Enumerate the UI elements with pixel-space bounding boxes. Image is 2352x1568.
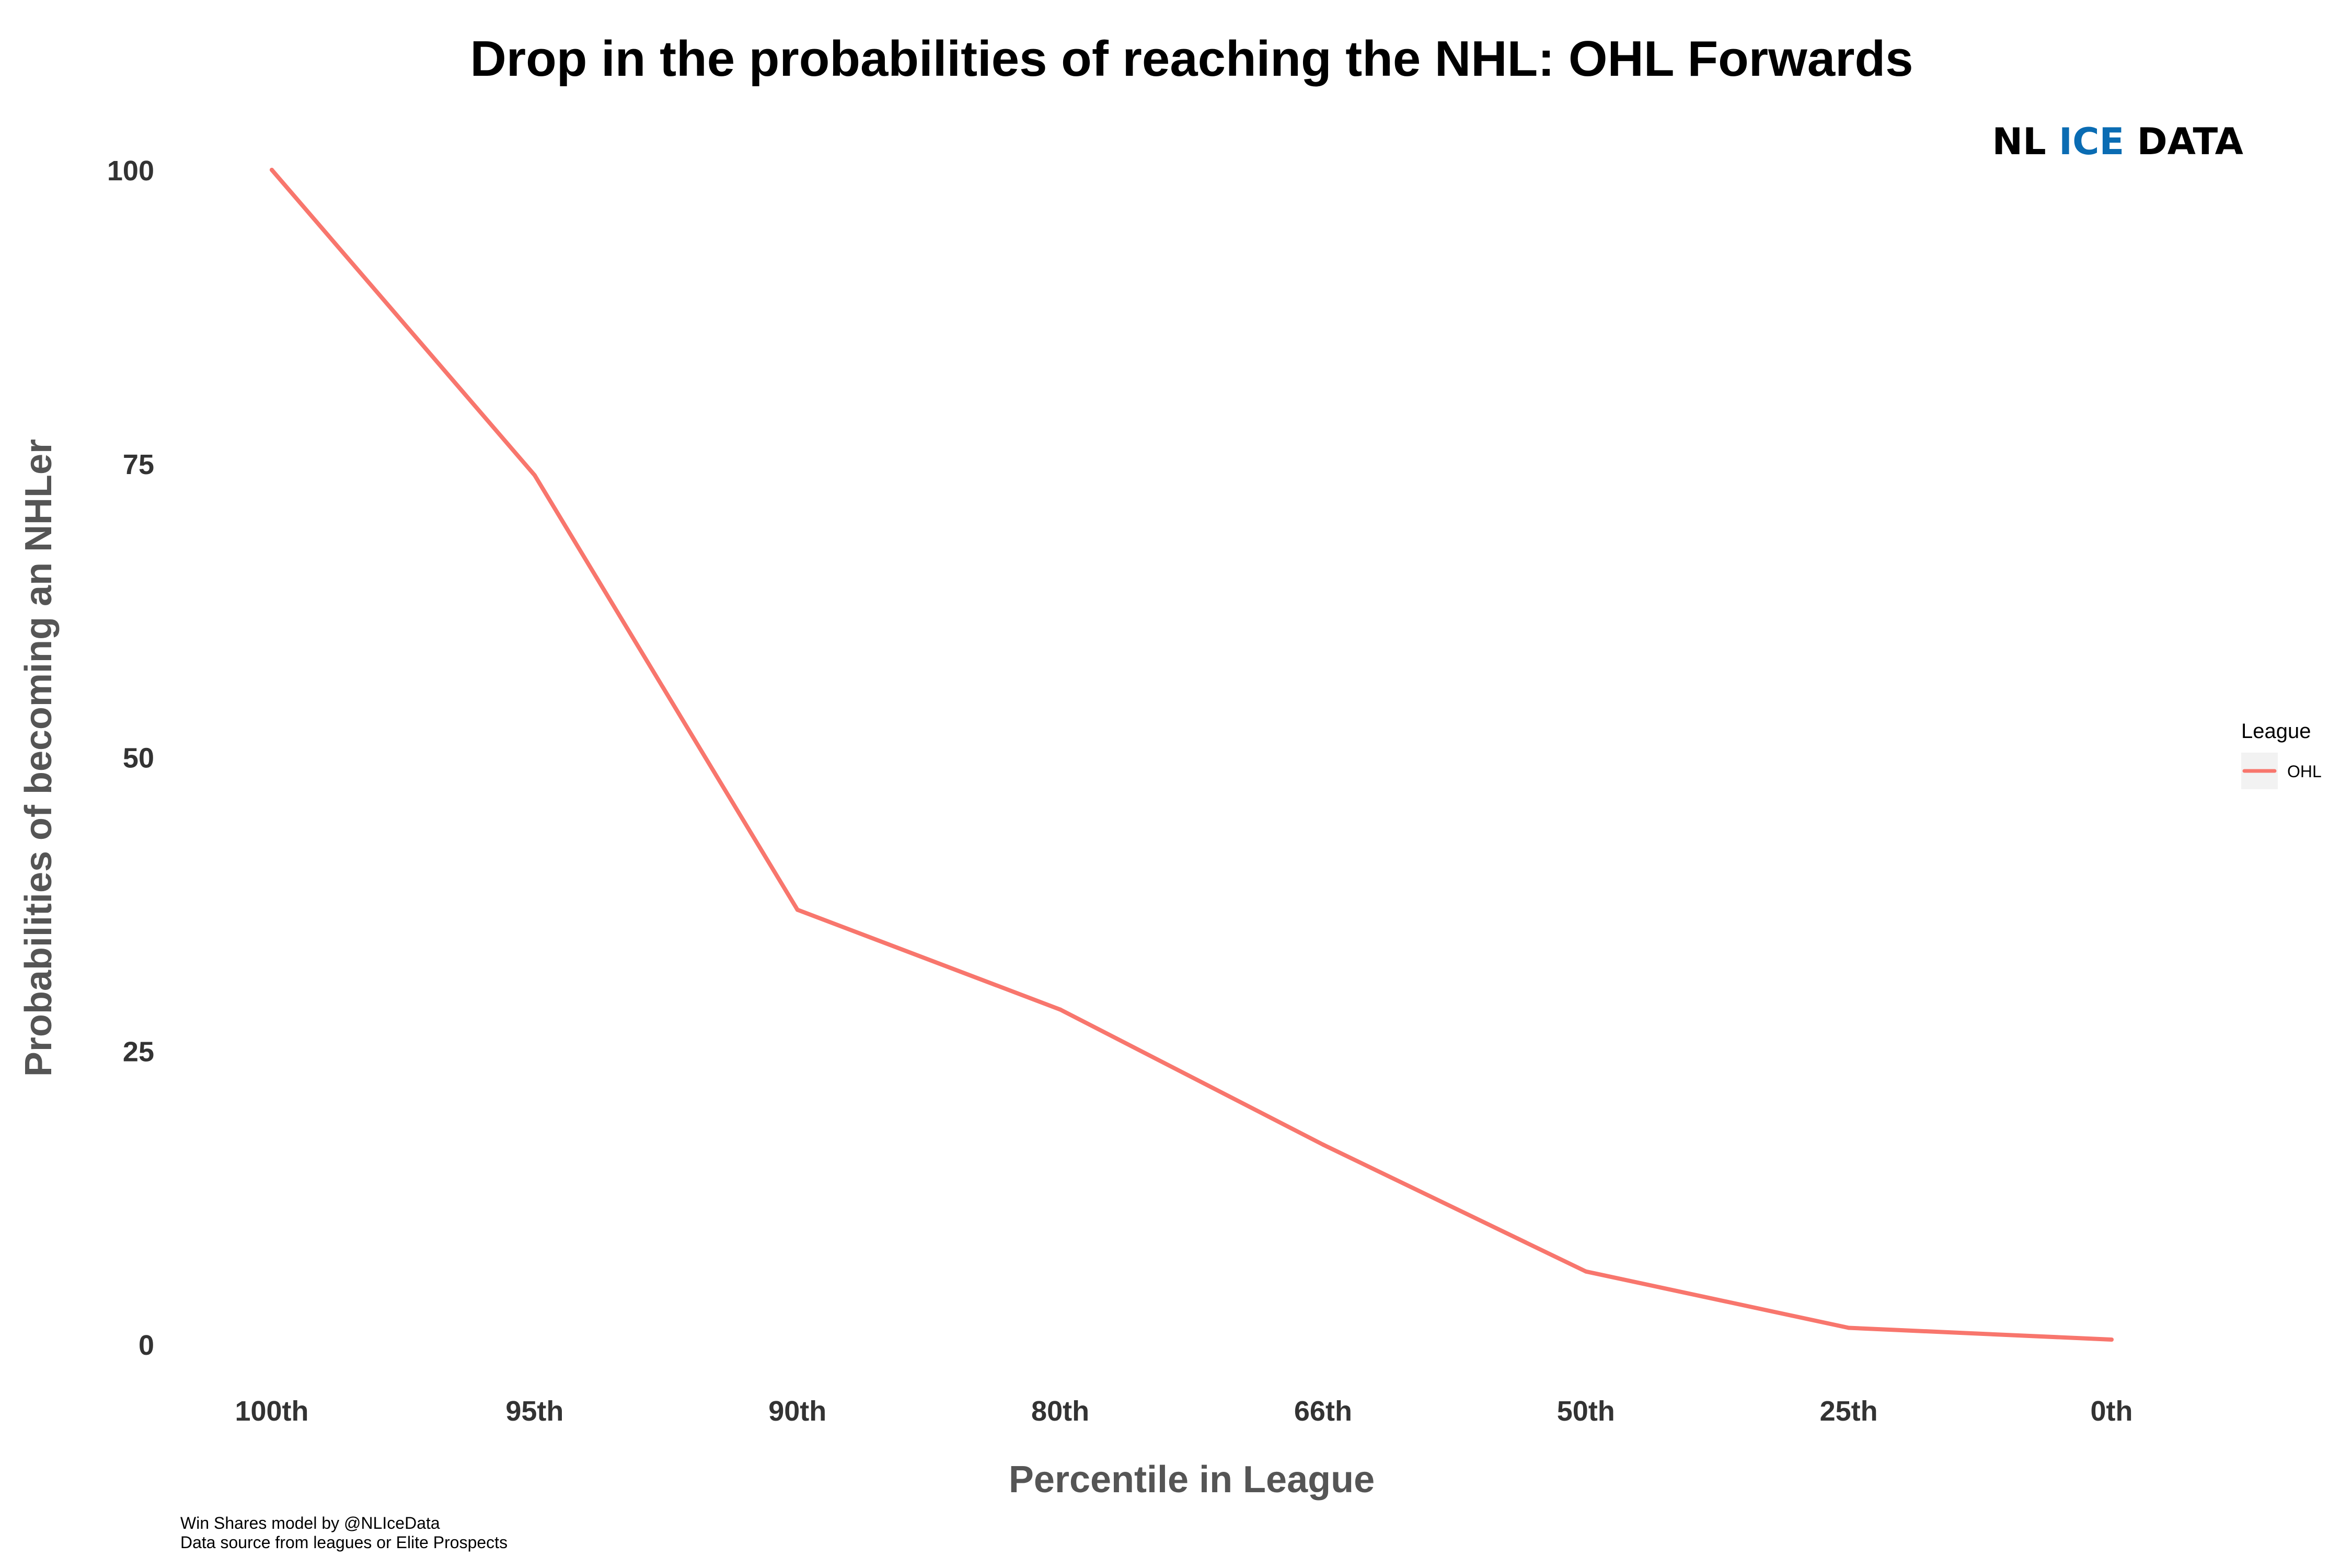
data-point-100th	[270, 168, 274, 172]
x-tick-label-25th: 25th	[1820, 1396, 1878, 1427]
legend-title: League	[2241, 720, 2311, 743]
data-point-66th	[1321, 1143, 1325, 1147]
plot-lines	[270, 168, 2114, 1342]
logo-text-data: DATA	[2124, 120, 2243, 163]
x-tick-label-0th: 0th	[2091, 1396, 2133, 1427]
y-axis-label: Probabilities of becoming an NHLer	[18, 439, 60, 1077]
data-point-0th	[2109, 1338, 2114, 1342]
x-tick-label-66th: 66th	[1294, 1396, 1352, 1427]
series-line-ohl	[270, 168, 2114, 1342]
data-point-25th	[1847, 1325, 1851, 1330]
logo-text-nl: NL	[1992, 120, 2059, 163]
y-tick-label-25: 25	[123, 1036, 154, 1067]
y-tick-label-100: 100	[107, 155, 154, 187]
x-tick-label-95th: 95th	[505, 1396, 563, 1427]
logo-text-ice: ICE	[2059, 120, 2124, 163]
data-point-80th	[1058, 1007, 1063, 1012]
y-tick-label-75: 75	[123, 449, 154, 480]
y-axis-ticks: 0 25 50 75 100	[107, 155, 154, 1361]
x-tick-label-80th: 80th	[1031, 1396, 1089, 1427]
x-tick-label-100th: 100th	[235, 1396, 308, 1427]
y-tick-label-0: 0	[139, 1330, 154, 1361]
data-point-90th	[795, 907, 800, 912]
data-point-95th	[532, 473, 537, 478]
caption-line-1: Win Shares model by @NLIceData	[180, 1514, 440, 1532]
data-point-50th	[1584, 1269, 1588, 1274]
x-axis-ticks: 100th 95th 90th 80th 66th 50th 25th 0th	[235, 1396, 2132, 1427]
caption-line-2: Data source from leagues or Elite Prospe…	[180, 1533, 508, 1552]
x-tick-label-90th: 90th	[768, 1396, 826, 1427]
legend: League OHL	[2241, 720, 2322, 789]
chart-title: Drop in the probabilities of reaching th…	[470, 31, 1913, 87]
legend-label-ohl: OHL	[2287, 762, 2322, 781]
y-tick-label-50: 50	[123, 743, 154, 774]
brand-logo: NL ICE DATA	[1992, 120, 2243, 163]
x-tick-label-50th: 50th	[1557, 1396, 1615, 1427]
x-axis-label: Percentile in League	[1009, 1459, 1375, 1501]
